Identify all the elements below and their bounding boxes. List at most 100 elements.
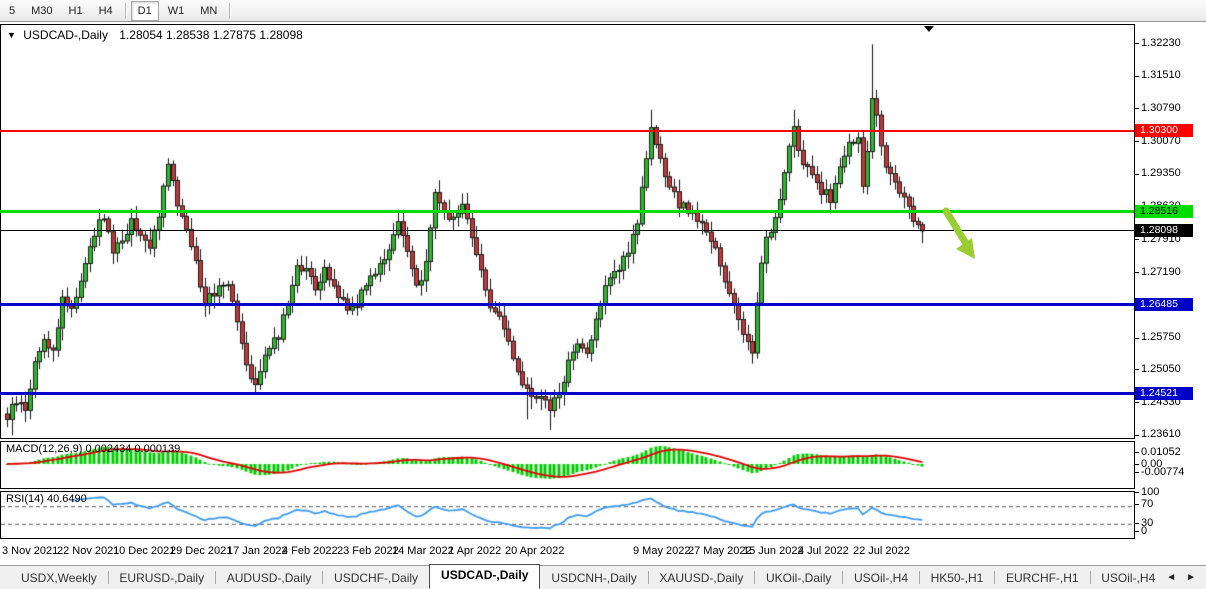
chart-tab-ukoil-daily[interactable]: UKOil-,Daily (766, 571, 832, 585)
x-axis-date-label: 1 Apr 2022 (448, 545, 502, 557)
chart-title: ▼ USDCAD-,Daily 1.28054 1.28538 1.27875 … (7, 28, 303, 42)
y-axis-label: 1.30070 (1141, 134, 1181, 147)
price-chart-canvas[interactable] (1, 25, 1134, 438)
y-axis-label: 1.23610 (1141, 428, 1181, 441)
macd-axis-tickmark (1134, 452, 1139, 453)
timeframe-button-d1[interactable]: D1 (130, 0, 159, 21)
symbol-dropdown-icon[interactable]: ▼ (7, 30, 16, 40)
rsi-axis-tickmark (1134, 492, 1139, 493)
horizontal-line-1.28516[interactable] (0, 210, 1134, 214)
chart-tab-hk50-h1[interactable]: HK50-,H1 (930, 571, 984, 585)
x-axis-date-label: 17 Jan 2022 (227, 545, 288, 557)
chart-tab-usdcnh-daily[interactable]: USDCNH-,Daily (551, 571, 637, 585)
chart-tab-usdcad-daily[interactable]: USDCAD-,Daily (429, 564, 541, 589)
timeframe-button-h4[interactable]: H4 (98, 4, 113, 17)
x-axis-date-label: 4 Jul 2022 (798, 545, 849, 557)
tab-separator (1089, 571, 1091, 584)
horizontal-line-1.26485[interactable] (0, 302, 1134, 306)
chart-shift-marker-icon[interactable] (924, 26, 934, 32)
macd-indicator-canvas[interactable] (1, 442, 1134, 488)
y-axis-tickmark (1134, 338, 1139, 339)
rsi-axis-tickmark (1134, 504, 1139, 505)
x-axis-date-label: 22 Nov 2021 (57, 545, 120, 557)
chart-tab-eurchf-h1[interactable]: EURCHF-,H1 (1005, 571, 1079, 585)
tab-separator (215, 571, 216, 584)
chart-tab-audusd-daily[interactable]: AUDUSD-,Daily (226, 571, 312, 585)
tab-separator (919, 571, 920, 584)
y-axis-tickmark (1134, 239, 1139, 240)
horizontal-line-1.28098[interactable] (0, 230, 1134, 232)
y-axis-tickmark (1134, 141, 1139, 142)
chart-tab-usoil-h4[interactable]: USOil-,H4 (1101, 571, 1156, 585)
timeframe-button-m30[interactable]: M30 (31, 4, 53, 17)
chart-tab-usoil-h4[interactable]: USOil-,H4 (853, 571, 908, 585)
tab-separator (994, 571, 995, 584)
chart-ohlc-values: 1.28054 1.28538 1.27875 1.28098 (119, 28, 303, 42)
timeframe-button-5[interactable]: 5 (9, 4, 16, 17)
horizontal-line-1.30300[interactable] (0, 129, 1134, 132)
tab-scroll-left-icon[interactable]: ◄ (1166, 572, 1177, 583)
chart-tab-usdx-weekly[interactable]: USDX,Weekly (21, 571, 97, 585)
timeframe-button-mn[interactable]: MN (200, 4, 218, 17)
timeframe-toolbar: 5 M30 H1 H4 D1 W1 MN (0, 0, 1206, 22)
chart-tab-xauusd-daily[interactable]: XAUUSD-,Daily (659, 571, 744, 585)
tab-separator (107, 571, 109, 584)
price-badge-1.26485: 1.26485 (1135, 297, 1193, 311)
rsi-indicator-canvas[interactable] (1, 492, 1134, 538)
y-axis-tickmark (1134, 174, 1139, 175)
down-arrow-annotation[interactable] (938, 204, 990, 268)
chart-tab-eurusd-daily[interactable]: EURUSD-,Daily (119, 571, 205, 585)
x-axis-date-label: 4 Feb 2022 (282, 545, 338, 557)
y-axis-tickmark (1134, 369, 1139, 370)
rsi-axis-tickmark (1134, 523, 1139, 524)
horizontal-line-1.24521[interactable] (0, 391, 1134, 395)
x-axis-date-label: 9 May 2022 (633, 545, 691, 557)
price-badge-1.30300: 1.30300 (1135, 124, 1193, 138)
y-axis-tickmark (1134, 43, 1139, 44)
x-axis-date-label: 14 Mar 2022 (392, 545, 454, 557)
y-axis-tickmark (1134, 435, 1139, 436)
macd-axis-tickmark (1134, 464, 1139, 465)
rsi-panel (0, 491, 1135, 539)
toolbar-separator (229, 2, 231, 19)
x-axis-date-label: 27 May 2022 (688, 545, 752, 557)
price-badge-1.28098: 1.28098 (1135, 224, 1193, 238)
rsi-label: RSI(14) 40.6490 (6, 493, 87, 505)
tab-separator (647, 571, 649, 584)
x-axis-date-label: 22 Jul 2022 (853, 545, 910, 557)
y-axis-label: 1.25750 (1141, 331, 1181, 344)
chart-symbol-label: USDCAD-,Daily (23, 28, 108, 42)
y-axis-label: 1.27190 (1141, 265, 1181, 278)
macd-label: MACD(12,26,9) 0.002434 0.000139 (6, 443, 181, 455)
rsi-axis-label: 70 (1141, 497, 1154, 510)
chart-tab-bar: USDX,Weekly EURUSD-,Daily AUDUSD-,Daily USD… (0, 564, 1206, 589)
toolbar-separator (124, 2, 126, 19)
rsi-axis-label: 100 (1141, 485, 1160, 498)
rsi-axis-tickmark (1134, 531, 1139, 532)
timeframe-button-w1[interactable]: W1 (167, 4, 185, 17)
macd-axis-tickmark (1134, 472, 1139, 473)
y-axis-tickmark (1134, 108, 1139, 109)
x-axis-date-label: 29 Dec 2021 (170, 545, 233, 557)
price-badge-1.24521: 1.24521 (1135, 386, 1193, 400)
x-axis-date-label: 3 Nov 2021 (2, 545, 59, 557)
macd-axis-label: 0.01052 (1141, 445, 1181, 458)
timeframe-button-h1[interactable]: H1 (68, 4, 83, 17)
rsi-axis-label: 0 (1141, 524, 1148, 537)
macd-axis-label: 0.00 (1141, 457, 1163, 470)
y-axis-label: 1.29350 (1141, 167, 1181, 180)
macd-axis-label: -0.00774 (1141, 465, 1185, 478)
y-axis-tickmark (1134, 76, 1139, 77)
x-axis-date-label: 20 Apr 2022 (505, 545, 565, 557)
tab-scroll-right-icon[interactable]: ► (1186, 572, 1197, 583)
x-axis-date-label: 23 Feb 2022 (337, 545, 399, 557)
x-axis-date-label: 10 Dec 2021 (113, 545, 176, 557)
tab-scroll-controls: ◄ ► (1166, 572, 1196, 583)
price-badge-1.28516: 1.28516 (1135, 205, 1193, 219)
chart-tab-usdchf-daily[interactable]: USDCHF-,Daily (334, 571, 419, 585)
x-axis-date-label: 15 Jun 2022 (743, 545, 804, 557)
y-axis-tickmark (1134, 402, 1139, 403)
tab-separator (842, 571, 843, 584)
macd-panel (0, 441, 1135, 489)
